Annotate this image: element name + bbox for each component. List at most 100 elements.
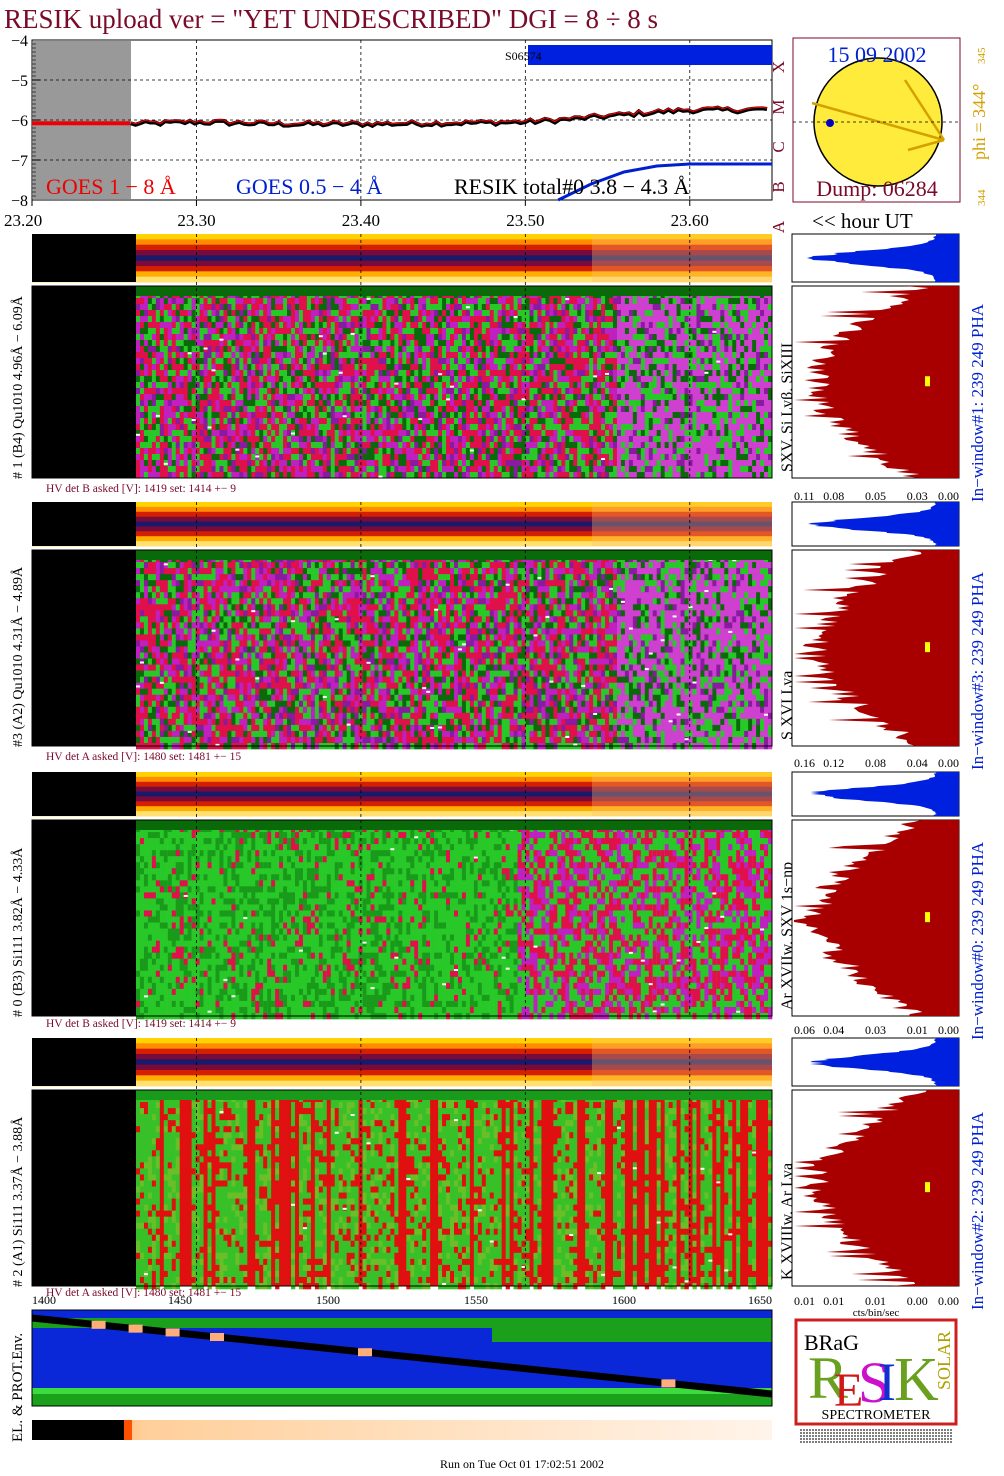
spectrum-cell	[251, 376, 256, 383]
spectrum-cell	[167, 364, 173, 371]
spectrum-cell	[676, 322, 681, 329]
spectrum-cell	[644, 352, 650, 359]
spectrum-cell	[664, 442, 669, 449]
spectrum-cell	[211, 346, 216, 353]
spectrum-cell	[418, 328, 423, 335]
spectrum-cell	[334, 394, 340, 401]
spectrum-cell	[680, 370, 685, 377]
spectrum-cell	[481, 370, 487, 377]
spectrum-cell	[298, 334, 304, 341]
spectrum-cell	[263, 388, 268, 395]
spectrum-cell	[628, 376, 634, 383]
spectrum-cell	[493, 310, 499, 317]
spectrum-cell	[203, 418, 208, 425]
spectrum-cell	[314, 376, 320, 383]
spectrum-cell	[406, 448, 411, 455]
spectrum-cell	[151, 358, 157, 365]
spectrum-cell	[382, 436, 387, 443]
spectrum-cell	[199, 358, 204, 365]
spectrum-cell	[541, 442, 546, 449]
spectrum-cell	[537, 430, 542, 437]
spectrum-cell	[235, 328, 240, 335]
spectrum-cell	[652, 466, 658, 473]
spectrum-cell	[283, 394, 288, 401]
spectrum-cell	[517, 394, 522, 401]
spectrum-cell	[446, 460, 451, 467]
spectrum-cell	[454, 430, 459, 437]
spectrum-cell	[728, 382, 733, 389]
spectrum-cell	[732, 466, 737, 473]
spectrum-cell	[175, 412, 181, 419]
spectrum-cell	[310, 448, 316, 455]
spectrum-cell	[171, 370, 177, 377]
spectrum-cell	[684, 454, 689, 461]
spectrum-cell	[597, 382, 602, 389]
spectrum-cell	[402, 346, 407, 353]
spectrum-cell	[366, 346, 371, 353]
spectrum-cell	[609, 460, 614, 467]
spectrum-cell	[203, 376, 208, 383]
spectrum-cell	[684, 394, 689, 401]
spectrum-cell	[334, 340, 340, 347]
spectrum-cell	[521, 310, 526, 317]
spectrum-cell	[414, 316, 419, 323]
spectrum-cell	[597, 340, 602, 347]
spectrum-cell	[291, 352, 296, 359]
spectrum-cell	[235, 436, 240, 443]
spectrum-cell	[597, 352, 602, 359]
spectrum-cell	[136, 316, 141, 323]
spectrum-cell	[613, 304, 618, 311]
spectrum-cell	[267, 310, 272, 317]
spectrum-cell	[573, 310, 578, 317]
spectrum-cell	[394, 328, 399, 335]
spectrum-cell	[426, 460, 431, 467]
spectrum-cell	[211, 298, 216, 305]
spectrum-cell	[263, 400, 268, 407]
spectrum-cell	[390, 304, 395, 311]
spectrum-cell	[505, 358, 510, 365]
spectrum-cell	[183, 298, 188, 305]
spectrum-cell	[688, 400, 693, 407]
spectrum-cell	[354, 412, 359, 419]
spectrum-cell	[573, 364, 578, 371]
spectrum-cell	[676, 418, 681, 425]
spectrum-cell	[203, 340, 208, 347]
spectrum-cell	[295, 382, 300, 389]
spectrum-cell	[191, 310, 196, 317]
spectrum-cell	[215, 430, 220, 437]
spectrum-cell	[159, 322, 165, 329]
spectrum-cell	[215, 448, 220, 455]
spectrum-cell	[577, 388, 582, 395]
spectrum-cell	[581, 340, 586, 347]
spectrum-cell	[620, 304, 626, 311]
spectrum-cell	[525, 364, 530, 371]
spectrum-cell	[509, 448, 514, 455]
spectrum-cell	[430, 436, 435, 443]
spectrum-cell	[517, 304, 522, 311]
spectrum-cell	[390, 382, 395, 389]
spectrum-cell	[696, 340, 701, 347]
spectrum-cell	[485, 364, 491, 371]
spectrum-cell	[422, 310, 427, 317]
spectrum-cell	[557, 334, 562, 341]
spectrum-cell	[374, 442, 379, 449]
spectrum-cell	[406, 334, 411, 341]
spectrum-cell	[398, 316, 403, 323]
spectrum-cell	[199, 436, 204, 443]
spectrum-cell	[398, 412, 403, 419]
spectrum-cell	[672, 334, 677, 341]
spectrum-cell	[390, 460, 395, 467]
spectrum-cell	[136, 448, 141, 455]
spectrum-cell	[390, 370, 395, 377]
spectrum-cell	[195, 334, 200, 341]
spectrum-cell	[231, 412, 236, 419]
spectrum-cell	[704, 448, 709, 455]
spectrum-cell	[465, 322, 471, 329]
spectrum-cell	[271, 310, 276, 317]
spectrum-cell	[529, 358, 534, 365]
spectrum-cell	[616, 358, 622, 365]
spectrum-cell	[386, 430, 391, 437]
spectrum-cell	[632, 340, 638, 347]
spectrum-cell	[187, 436, 192, 443]
spectrum-cell	[716, 382, 721, 389]
